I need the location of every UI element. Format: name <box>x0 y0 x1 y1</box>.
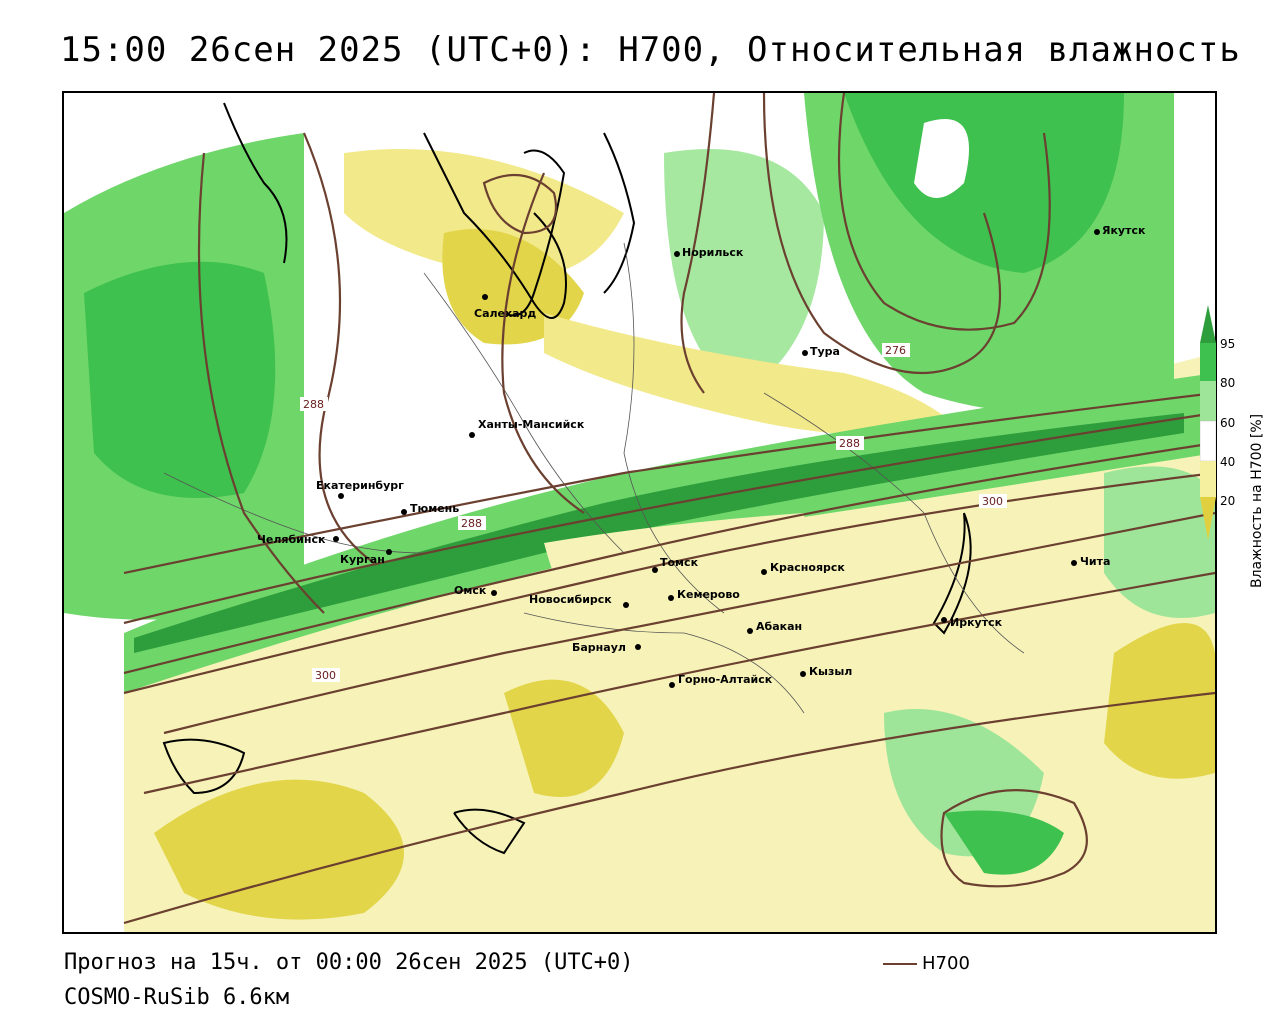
city-barnaul: Барнаул <box>572 641 626 654</box>
region-borders <box>163 242 1025 714</box>
humidity-field <box>64 93 1215 932</box>
city-tomsk: Томск <box>660 556 699 569</box>
city-marker <box>401 509 407 515</box>
city-marker <box>800 671 806 677</box>
city-marker <box>491 590 497 596</box>
city-marker <box>802 350 808 356</box>
h700-legend-line <box>883 963 917 965</box>
model-info: COSMO-RuSib 6.6км <box>64 985 290 1010</box>
city-marker <box>469 432 475 438</box>
contour-label: 300 <box>315 669 336 682</box>
city-irkutsk: Иркутск <box>950 616 1003 629</box>
h700-contours <box>123 93 1215 925</box>
colorbar-bottom-arrow <box>1200 497 1216 540</box>
city-omsk: Омск <box>454 584 487 597</box>
city-abakan: Абакан <box>756 620 802 633</box>
city-norilsk: Норильск <box>682 246 744 259</box>
city-marker <box>623 602 629 608</box>
colorbar-tick: 40 <box>1220 455 1236 469</box>
city-marker <box>761 569 767 575</box>
colorbar-title: Влажность на H700 [%] <box>1249 413 1265 588</box>
contour-labels: 276 288 288 288 300 300 <box>300 343 1007 682</box>
coastline <box>162 102 972 855</box>
city-marker <box>338 493 344 499</box>
city-marker <box>674 251 680 257</box>
city-marker <box>747 628 753 634</box>
city-marker <box>635 644 641 650</box>
colorbar-band <box>1200 343 1216 381</box>
city-marker <box>333 536 339 542</box>
colorbar-tick: 80 <box>1220 376 1236 390</box>
contour-label: 300 <box>982 495 1003 508</box>
city-tyumen: Тюмень <box>410 502 459 515</box>
humidity-colorbar <box>1199 305 1217 540</box>
map-canvas: 276 288 288 288 300 300 Норильск Якутск … <box>64 93 1215 932</box>
city-gorno-altaysk: Горно-Алтайск <box>678 673 773 686</box>
colorbar-band <box>1199 420 1217 462</box>
contour-label: 276 <box>885 344 906 357</box>
city-marker <box>386 549 392 555</box>
colorbar-top-arrow <box>1200 305 1216 343</box>
map-title: 15:00 26сен 2025 (UTC+0): H700, Относите… <box>60 30 1241 70</box>
city-marker <box>652 567 658 573</box>
city-krasnoyarsk: Красноярск <box>770 561 845 574</box>
city-marker <box>1094 229 1100 235</box>
city-novosibirsk: Новосибирск <box>529 593 612 606</box>
city-yakutsk: Якутск <box>1102 224 1146 237</box>
city-yekaterinburg: Екатеринбург <box>316 479 404 492</box>
h700-legend-label: H700 <box>922 953 970 974</box>
colorbar-tick: 60 <box>1220 416 1236 430</box>
city-marker <box>482 294 488 300</box>
city-khanty-mansiysk: Ханты-Мансийск <box>478 418 585 431</box>
city-marker <box>941 617 947 623</box>
colorbar-tick: 20 <box>1220 494 1236 508</box>
contour-label: 288 <box>303 398 324 411</box>
contour-label: 288 <box>839 437 860 450</box>
city-tura: Тура <box>810 345 840 358</box>
colorbar-band <box>1200 461 1216 497</box>
cities: Норильск Якутск Салехард Тура Ханты-Манс… <box>257 224 1146 688</box>
city-marker <box>669 682 675 688</box>
city-marker <box>1071 560 1077 566</box>
contour-label: 288 <box>461 517 482 530</box>
city-kurgan: Курган <box>340 553 385 566</box>
forecast-info: Прогноз на 15ч. от 00:00 26сен 2025 (UTC… <box>64 950 634 975</box>
colorbar-tick: 95 <box>1220 337 1236 351</box>
city-chita: Чита <box>1080 555 1110 568</box>
city-chelyabinsk: Челябинск <box>257 533 326 546</box>
city-kemerovo: Кемерово <box>677 588 740 601</box>
city-salekhard: Салехард <box>474 307 536 320</box>
colorbar-band <box>1200 381 1216 421</box>
city-kyzyl: Кызыл <box>809 665 852 678</box>
map-panel[interactable]: 276 288 288 288 300 300 Норильск Якутск … <box>62 91 1217 934</box>
city-marker <box>668 595 674 601</box>
